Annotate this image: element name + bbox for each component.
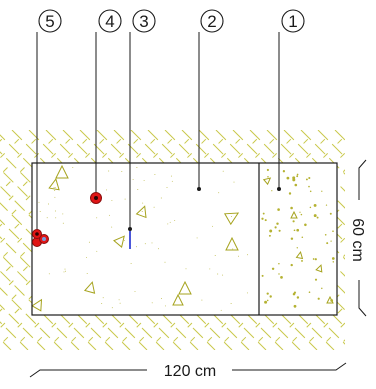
leader-dot-2 — [197, 187, 201, 191]
callout-1-label: 1 — [288, 12, 297, 31]
callout-3-label: 3 — [139, 12, 148, 31]
sensor-4 — [90, 192, 102, 204]
width-dimension-label: 120 cm — [164, 363, 216, 380]
callout-4: 4 — [98, 9, 122, 33]
leader-dot-1 — [277, 187, 281, 191]
height-dimension: 60 cm — [349, 159, 367, 317]
slab-outline — [31, 162, 338, 316]
callout-2-label: 2 — [207, 12, 216, 31]
leader-dot-3 — [128, 227, 132, 231]
slab-body — [32, 163, 337, 315]
callout-4-label: 4 — [105, 12, 114, 31]
width-dimension: 120 cm — [29, 362, 347, 380]
sensor-cluster-5 — [32, 229, 49, 247]
callout-5-label: 5 — [45, 12, 54, 31]
aggregate-pattern — [31, 164, 335, 312]
callout-3: 3 — [132, 9, 156, 33]
callout-2: 2 — [200, 9, 224, 33]
callout-1: 1 — [281, 9, 305, 33]
callout-5: 5 — [38, 9, 62, 33]
height-dimension-label: 60 cm — [349, 218, 366, 262]
